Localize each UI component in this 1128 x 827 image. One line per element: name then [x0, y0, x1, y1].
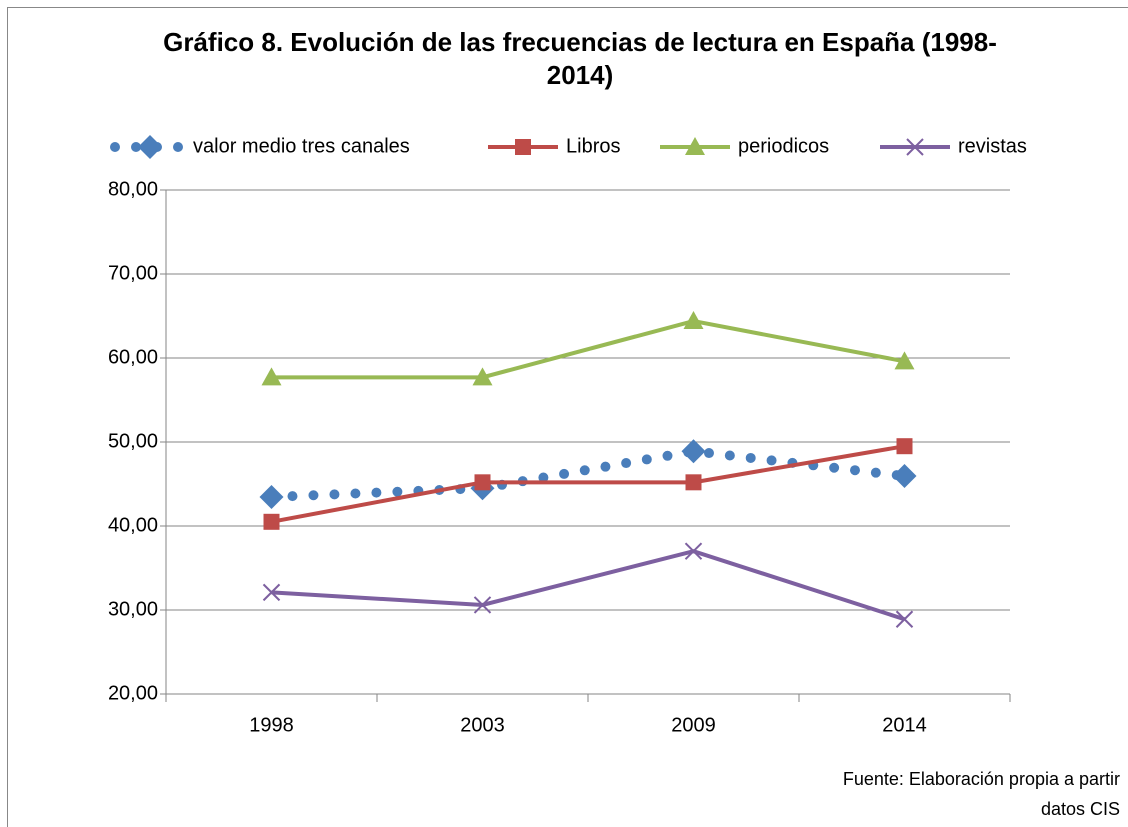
chart-border	[7, 7, 1128, 827]
legend-label: valor medio tres canales	[193, 135, 410, 157]
marker	[681, 439, 706, 464]
legend-label: periodicos	[738, 135, 829, 157]
marker	[515, 139, 531, 155]
marker	[906, 138, 924, 156]
y-tick-label: 80,00	[108, 178, 158, 200]
source-note: Fuente: Elaboración propia a partir dato…	[842, 769, 1120, 819]
series-line	[271, 318, 905, 380]
marker	[684, 542, 703, 560]
y-tick-label: 30,00	[108, 598, 158, 620]
y-tick-label: 60,00	[108, 346, 158, 368]
marker	[138, 135, 162, 159]
marker	[259, 485, 284, 510]
series-line	[266, 446, 910, 503]
marker	[685, 137, 705, 155]
y-tick-label: 20,00	[108, 682, 158, 704]
marker	[263, 513, 280, 530]
marker	[261, 367, 282, 386]
marker	[896, 438, 913, 455]
series-line	[271, 549, 906, 622]
legend-label: revistas	[958, 135, 1027, 157]
marker	[892, 464, 917, 489]
marker	[262, 583, 281, 602]
y-tick-label: 40,00	[108, 514, 158, 536]
chart-title: Gráfico 8. Evolución de las frecuencias …	[163, 27, 997, 90]
x-tick-label: 2014	[882, 714, 927, 736]
marker	[894, 351, 915, 370]
y-tick-label: 70,00	[108, 262, 158, 284]
marker	[683, 311, 704, 330]
x-tick-label: 2003	[460, 714, 505, 736]
marker	[472, 367, 493, 386]
series-line	[271, 444, 905, 524]
marker	[474, 474, 491, 491]
marker	[473, 596, 492, 614]
legend-label: Libros	[566, 135, 620, 157]
y-tick-label: 50,00	[108, 430, 158, 452]
x-tick-label: 1998	[249, 714, 294, 736]
marker	[895, 610, 914, 628]
marker	[685, 474, 702, 491]
x-tick-label: 2009	[671, 714, 716, 736]
